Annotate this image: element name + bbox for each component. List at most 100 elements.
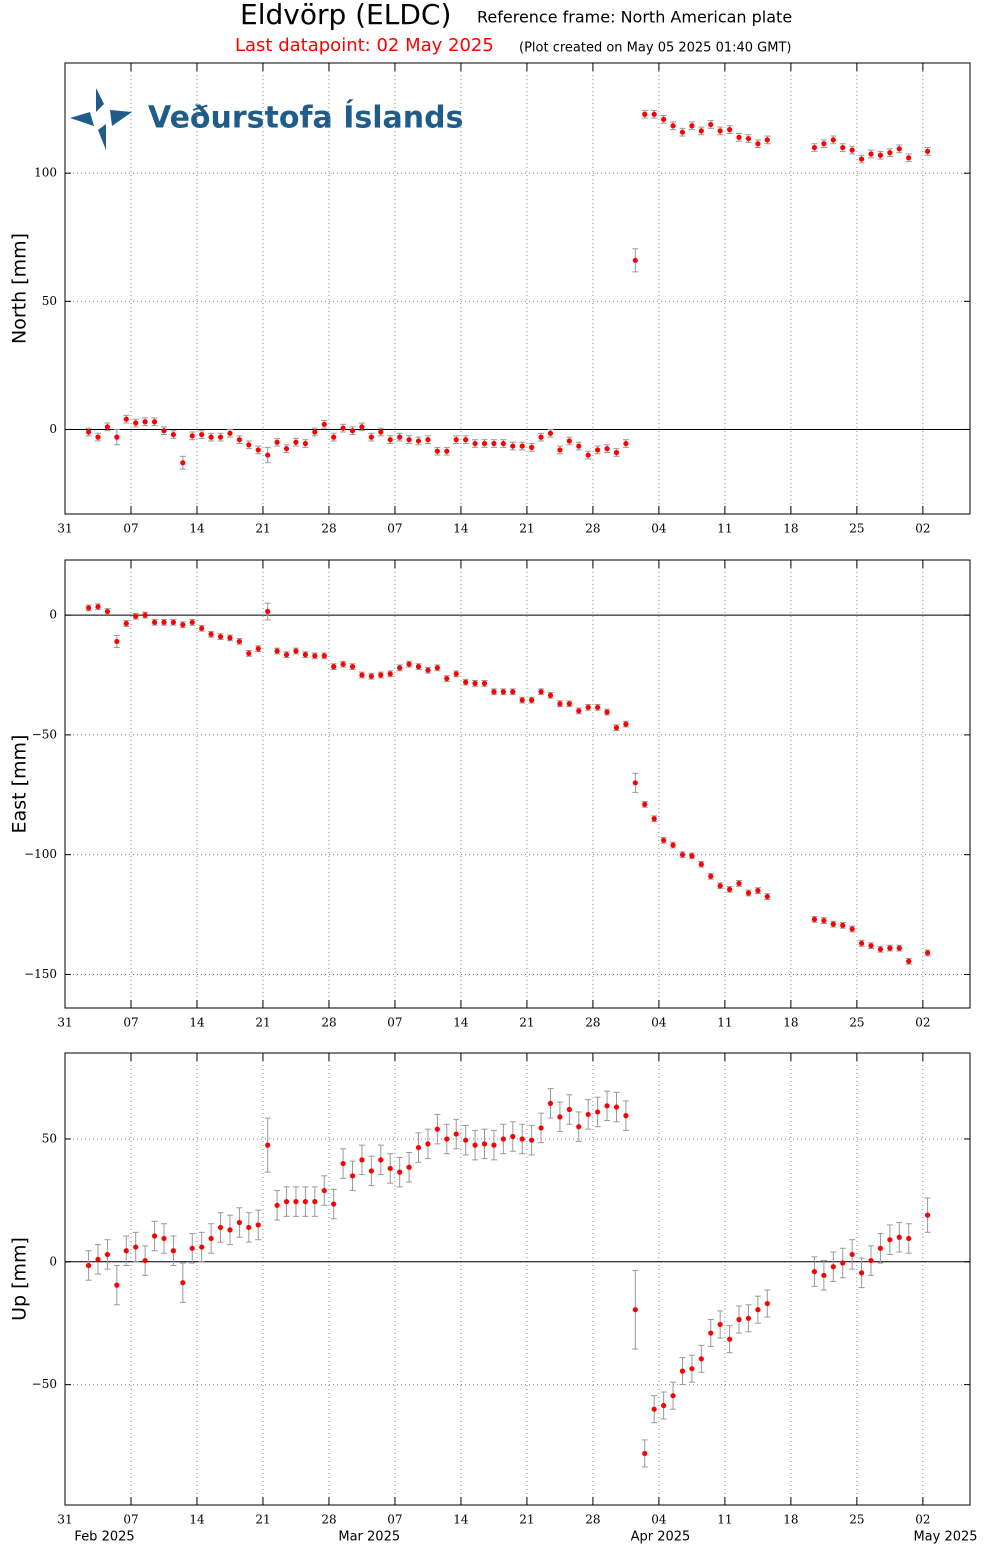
data-point (274, 439, 280, 445)
data-point (133, 613, 139, 619)
data-point (717, 1321, 723, 1328)
x-tick-label: 14 (189, 1016, 205, 1030)
data-point (472, 680, 478, 686)
data-point (114, 434, 120, 440)
y-axis-label: North [mm] (9, 233, 31, 344)
data-point (689, 853, 695, 859)
data-point (453, 437, 459, 443)
y-axis-label: East [mm] (9, 735, 31, 834)
data-point (510, 443, 516, 449)
data-point (453, 671, 459, 677)
data-point (378, 429, 384, 435)
y-tick-label: −50 (32, 1377, 57, 1391)
data-point (642, 111, 648, 117)
x-tick-label: 07 (123, 1016, 138, 1030)
data-point (312, 1199, 318, 1205)
data-point (415, 1144, 422, 1151)
data-point (415, 664, 422, 670)
data-point (208, 434, 214, 440)
data-point (529, 444, 535, 450)
data-point (491, 689, 497, 695)
data-point (500, 440, 506, 447)
data-point (877, 1245, 884, 1251)
data-point (425, 1141, 431, 1147)
data-point (406, 437, 412, 443)
data-point (255, 447, 261, 453)
data-point (114, 1282, 120, 1288)
data-point (161, 619, 167, 625)
data-point (717, 883, 723, 889)
data-point (576, 708, 582, 714)
data-point (208, 1235, 214, 1242)
data-point (858, 156, 865, 162)
data-point (189, 1245, 195, 1251)
x-tick-label: 04 (651, 1016, 667, 1030)
data-point (170, 619, 177, 625)
x-tick-label: 21 (519, 1016, 534, 1030)
x-tick-label: 21 (255, 1513, 270, 1527)
data-point (180, 1280, 186, 1286)
data-point (604, 1103, 610, 1109)
data-point (425, 437, 431, 443)
data-point (85, 1262, 92, 1269)
data-point (623, 440, 629, 447)
data-point (661, 1402, 667, 1409)
data-point (236, 1219, 243, 1226)
data-point (293, 1199, 299, 1205)
data-point (463, 437, 469, 443)
data-point (378, 1157, 384, 1163)
y-tick-label: 0 (49, 422, 57, 436)
data-point (670, 842, 676, 848)
data-point (906, 155, 912, 161)
data-point (274, 1202, 280, 1208)
data-point (331, 434, 337, 440)
reference-frame: Reference frame: North American plate (477, 8, 792, 27)
data-point (142, 612, 148, 618)
data-point (595, 1109, 601, 1115)
data-point (651, 111, 657, 117)
data-point (840, 144, 846, 151)
data-point (481, 1141, 488, 1147)
data-point (151, 1233, 158, 1239)
y-tick-label: −100 (24, 847, 57, 861)
x-tick-label: 14 (189, 522, 205, 536)
data-point (359, 1157, 365, 1163)
data-point (868, 151, 874, 157)
month-label: Mar 2025 (338, 1530, 400, 1545)
data-point (161, 428, 167, 434)
data-point (368, 673, 374, 679)
data-point (595, 704, 601, 710)
data-point (397, 1169, 403, 1175)
x-tick-label: 28 (585, 522, 600, 536)
data-point (613, 1104, 620, 1110)
data-point (745, 1315, 752, 1321)
x-tick-label: 25 (849, 522, 864, 536)
data-point (830, 921, 836, 927)
data-point (849, 1251, 855, 1258)
x-tick-label: 31 (57, 1016, 72, 1030)
data-point (104, 608, 111, 615)
data-point (255, 1222, 261, 1228)
data-point (595, 447, 601, 453)
x-tick-label: 28 (321, 522, 336, 536)
data-point (265, 1142, 271, 1148)
data-point (359, 424, 365, 430)
data-point (199, 1244, 205, 1250)
data-point (349, 664, 356, 670)
data-point (133, 420, 139, 426)
data-point (661, 837, 667, 843)
data-point (312, 429, 318, 435)
data-point (821, 1272, 827, 1278)
data-point (199, 625, 205, 631)
x-tick-label: 28 (321, 1016, 336, 1030)
data-point (491, 1142, 497, 1148)
data-point (924, 148, 931, 155)
data-point (217, 434, 224, 440)
data-point (170, 1248, 177, 1254)
plot-created: (Plot created on May 05 2025 01:40 GMT) (519, 41, 791, 56)
data-point (764, 893, 770, 900)
data-point (849, 926, 855, 932)
data-point (547, 430, 554, 436)
data-point (576, 443, 582, 449)
data-point (642, 1450, 648, 1457)
